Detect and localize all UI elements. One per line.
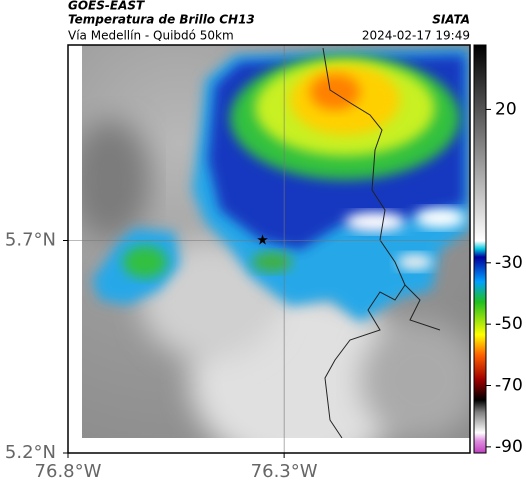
colorbar-tick-label: -90	[495, 437, 523, 457]
title: GOES-EAST	[68, 0, 145, 13]
colorbar-tick-label: -30	[495, 253, 523, 273]
colorbar-tick-label: 20	[495, 99, 517, 119]
satellite-image	[82, 45, 470, 438]
x-tick-label: 76.8°W	[35, 461, 102, 482]
source: SIATA	[432, 13, 470, 27]
colorbar-tick-label: -50	[495, 314, 523, 334]
x-tick-label: 76.3°W	[251, 461, 318, 482]
y-tick-label: 5.7°N	[5, 230, 56, 251]
colorbar	[473, 44, 487, 454]
colorbar-tick-label: -70	[495, 376, 523, 396]
station-marker: ★	[256, 233, 269, 249]
map-frame	[67, 44, 471, 454]
y-tick-label: 5.2°N	[5, 442, 56, 463]
subtitle: Temperatura de Brillo CH13	[68, 13, 255, 27]
location: Vía Medellín - Quibdó 50km	[68, 29, 234, 43]
datetime: 2024-02-17 19:49	[362, 29, 470, 43]
